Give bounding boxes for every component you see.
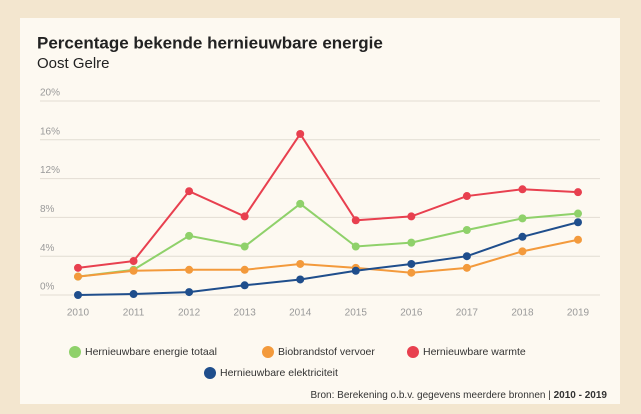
point bbox=[518, 247, 527, 256]
chart-title: Percentage bekende hernieuwbare energie bbox=[37, 33, 383, 52]
point bbox=[129, 290, 138, 299]
series-line bbox=[77, 238, 579, 278]
series-line bbox=[77, 221, 579, 296]
source-period: 2010 - 2019 bbox=[554, 390, 608, 401]
source: Bron: Berekening o.b.v. gegevens meerder… bbox=[310, 390, 607, 401]
point bbox=[407, 268, 416, 277]
y-tick-label: 16% bbox=[40, 126, 60, 137]
x-tick-label: 2012 bbox=[178, 308, 201, 319]
point bbox=[574, 218, 582, 227]
point bbox=[518, 214, 527, 223]
x-tick-label: 2011 bbox=[123, 308, 145, 319]
point bbox=[185, 231, 194, 240]
point bbox=[185, 265, 194, 274]
legend-swatch bbox=[262, 346, 274, 358]
y-tick-label: 4% bbox=[40, 243, 55, 254]
point bbox=[518, 232, 527, 241]
series-line bbox=[77, 132, 579, 269]
y-tick-label: 20% bbox=[40, 88, 60, 99]
point bbox=[296, 275, 305, 284]
legend-swatch bbox=[407, 346, 419, 358]
point bbox=[574, 235, 582, 244]
point bbox=[407, 259, 416, 268]
card bbox=[20, 18, 620, 404]
point bbox=[351, 266, 360, 275]
point bbox=[351, 242, 360, 251]
point bbox=[185, 187, 194, 196]
x-tick-label: 2017 bbox=[456, 308, 479, 319]
point bbox=[407, 238, 416, 247]
y-tick-label: 8% bbox=[40, 204, 55, 215]
point bbox=[185, 288, 194, 297]
point bbox=[462, 252, 471, 261]
series-line bbox=[77, 202, 579, 278]
x-tick-label: 2019 bbox=[567, 308, 590, 319]
legend-label: Biobrandstof vervoer bbox=[278, 346, 375, 358]
point bbox=[240, 242, 249, 251]
x-tick-label: 2016 bbox=[400, 308, 423, 319]
point bbox=[296, 259, 305, 268]
chart-subtitle: Oost Gelre bbox=[37, 55, 110, 72]
legend-swatch bbox=[204, 367, 216, 379]
y-tick-label: 0% bbox=[40, 282, 55, 293]
point bbox=[129, 257, 138, 266]
x-tick-label: 2010 bbox=[67, 308, 90, 319]
legend-label: Hernieuwbare elektriciteit bbox=[220, 367, 338, 379]
point bbox=[129, 266, 138, 275]
point bbox=[296, 199, 305, 208]
x-tick-label: 2013 bbox=[234, 308, 257, 319]
x-tick-label: 2015 bbox=[345, 308, 368, 319]
y-tick-label: 12% bbox=[40, 165, 60, 176]
point bbox=[74, 272, 82, 281]
point bbox=[74, 291, 82, 299]
point bbox=[74, 263, 82, 272]
x-tick-label: 2014 bbox=[289, 308, 312, 319]
point bbox=[240, 212, 249, 221]
legend-swatch bbox=[69, 346, 81, 358]
point bbox=[462, 192, 471, 201]
point bbox=[240, 265, 249, 274]
point bbox=[574, 188, 582, 197]
x-tick-label: 2018 bbox=[511, 308, 534, 319]
point bbox=[296, 129, 305, 138]
point bbox=[240, 281, 249, 290]
legend-label: Hernieuwbare energie totaal bbox=[85, 346, 217, 358]
point bbox=[518, 185, 527, 194]
point bbox=[351, 216, 360, 225]
source-text: Bron: Berekening o.b.v. gegevens meerder… bbox=[310, 390, 550, 401]
legend-label: Hernieuwbare warmte bbox=[423, 346, 526, 358]
point bbox=[574, 209, 582, 218]
point bbox=[462, 263, 471, 272]
point bbox=[407, 212, 416, 221]
point bbox=[462, 226, 471, 235]
